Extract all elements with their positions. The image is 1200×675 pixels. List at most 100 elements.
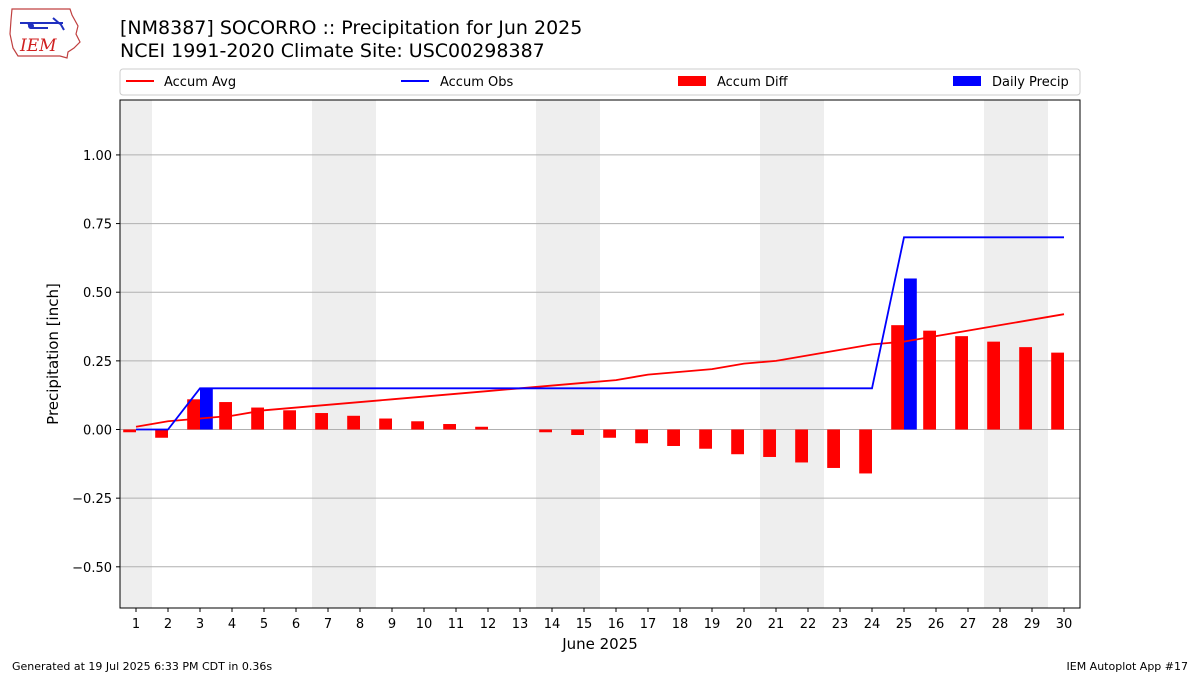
- accum-diff-bar: [251, 407, 264, 430]
- x-tick-label: 30: [1056, 617, 1073, 632]
- x-tick-label: 22: [800, 617, 817, 632]
- x-tick-label: 7: [324, 617, 332, 632]
- accum-diff-bar: [1051, 352, 1064, 430]
- accum-diff-bar: [475, 426, 488, 430]
- accum-diff-bar: [1019, 347, 1032, 430]
- legend-daily-symbol: [953, 76, 981, 86]
- y-axis-ticks: −0.50 −0.25 0.00 0.25 0.50 0.75 1.00: [72, 149, 120, 576]
- iowa-outline: [9, 8, 81, 59]
- accum-diff-bar: [539, 429, 552, 433]
- legend-avg-label: Accum Avg: [164, 75, 236, 90]
- weekend-band: [344, 100, 376, 608]
- x-tick-label: 23: [832, 617, 849, 632]
- weekend-band: [120, 100, 152, 608]
- accum-obs-line: [136, 236, 1064, 431]
- y-tick-label: 0.25: [83, 355, 112, 370]
- accum-diff-bar: [987, 341, 1000, 430]
- accum-diff-bar: [795, 429, 808, 463]
- accum-avg-line: [135, 313, 1065, 428]
- weekend-bands: [120, 100, 1048, 608]
- x-tick-label: 6: [292, 617, 300, 632]
- x-axis-ticks: 1 2 3 4 5 6 7 8 9 10 11 12 13 14 15 16 17 18 19 20 21 22 23 24 2…: [132, 608, 1072, 632]
- x-tick-label: 18: [672, 617, 689, 632]
- x-tick-label: 3: [196, 617, 204, 632]
- x-tick-label: 11: [448, 617, 465, 632]
- x-tick-label: 19: [704, 617, 721, 632]
- legend-diff-label: Accum Diff: [717, 75, 789, 90]
- accum-diff-bar: [283, 410, 296, 430]
- x-tick-label: 13: [512, 617, 529, 632]
- logo-text: IEM: [19, 36, 57, 56]
- iem-logo: IEM: [8, 6, 83, 65]
- x-tick-label: 12: [480, 617, 497, 632]
- x-tick-label: 17: [640, 617, 657, 632]
- accum-diff-bar: [699, 429, 712, 449]
- legend-box: [119, 68, 1081, 96]
- accum-diff-bar: [411, 421, 424, 430]
- accum-diff-bar: [603, 429, 616, 438]
- x-tick-label: 5: [260, 617, 268, 632]
- x-tick-label: 29: [1024, 617, 1041, 632]
- accum-diff-bar: [571, 429, 584, 436]
- app-label: IEM Autoplot App #17: [1066, 660, 1189, 673]
- grid-lines: [120, 154, 1080, 568]
- weekend-band: [312, 100, 344, 608]
- daily-precip-bar: [904, 278, 917, 430]
- accum-diff-bar: [891, 325, 904, 430]
- y-tick-label: 0.50: [83, 286, 112, 301]
- accum-diff-bar: [635, 429, 648, 444]
- x-tick-label: 8: [356, 617, 364, 632]
- accum-diff-bar: [443, 424, 456, 430]
- accum-diff-bar: [155, 429, 168, 438]
- weekend-band: [568, 100, 600, 608]
- x-tick-label: 26: [928, 617, 945, 632]
- accum-diff-bar: [315, 413, 328, 430]
- accum-diff-bar: [955, 336, 968, 430]
- x-tick-label: 25: [896, 617, 913, 632]
- line-series: [135, 236, 1065, 431]
- accum-diff-bar: [347, 415, 360, 430]
- x-axis-label: June 2025: [561, 635, 638, 653]
- accum-diff-bar: [763, 429, 776, 457]
- y-tick-label: −0.50: [72, 561, 112, 576]
- legend-daily-label: Daily Precip: [992, 75, 1069, 90]
- y-axis-label: Precipitation [inch]: [44, 283, 62, 425]
- chart-subtitle: NCEI 1991-2020 Climate Site: USC00298387: [120, 40, 545, 62]
- accum-diff-bar: [859, 429, 872, 474]
- iem-logo-graphic: IEM: [9, 8, 81, 59]
- y-tick-label: 0.00: [83, 424, 112, 439]
- x-tick-label: 16: [608, 617, 625, 632]
- x-tick-label: 4: [228, 617, 236, 632]
- plot-frame: [119, 99, 1081, 609]
- chart-title: [NM8387] SOCORRO :: Precipitation for Ju…: [120, 17, 583, 39]
- x-tick-label: 10: [416, 617, 433, 632]
- x-tick-label: 27: [960, 617, 977, 632]
- accum-diff-bar: [827, 429, 840, 468]
- x-tick-label: 2: [164, 617, 172, 632]
- accum-diff-bar: [123, 429, 136, 433]
- x-tick-label: 24: [864, 617, 881, 632]
- x-tick-label: 15: [576, 617, 593, 632]
- x-tick-label: 28: [992, 617, 1009, 632]
- legend-diff-symbol: [678, 76, 706, 86]
- weekend-band: [760, 100, 792, 608]
- legend-obs-label: Accum Obs: [440, 75, 513, 90]
- x-tick-label: 1: [132, 617, 140, 632]
- accum-diff-bar: [731, 429, 744, 455]
- y-tick-label: 0.75: [83, 218, 112, 233]
- accum-diff-bar: [923, 330, 936, 430]
- accum-diff-bar: [379, 418, 392, 430]
- weekend-band: [536, 100, 568, 608]
- generated-timestamp: Generated at 19 Jul 2025 6:33 PM CDT in …: [12, 660, 273, 673]
- legend: Accum Avg Accum Obs Accum Diff Daily Pre…: [119, 68, 1081, 96]
- x-tick-label: 14: [544, 617, 561, 632]
- x-tick-label: 9: [388, 617, 396, 632]
- accum-diff-bar: [187, 399, 200, 430]
- x-tick-label: 21: [768, 617, 785, 632]
- daily-precip-bar: [200, 388, 213, 430]
- logo-dot: [28, 23, 34, 29]
- x-tick-label: 20: [736, 617, 753, 632]
- y-tick-label: −0.25: [72, 492, 112, 507]
- bar-series: [123, 278, 1064, 474]
